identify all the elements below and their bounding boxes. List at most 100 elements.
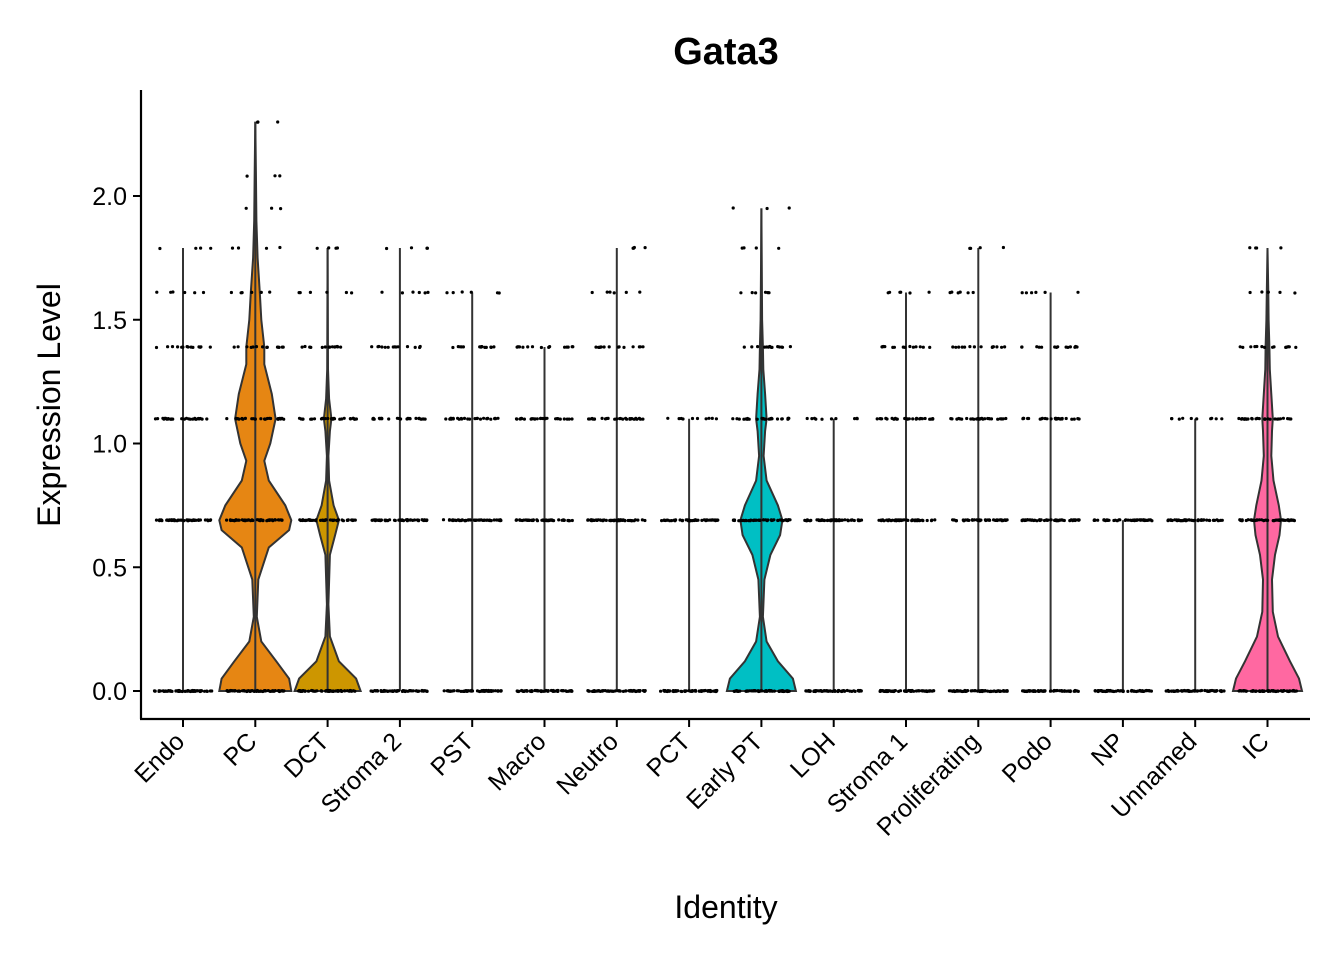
data-point bbox=[995, 345, 999, 349]
data-point bbox=[1077, 518, 1081, 522]
data-point bbox=[992, 518, 996, 522]
x-tick-label: Neutro bbox=[551, 727, 624, 800]
data-point bbox=[1130, 518, 1134, 523]
data-point bbox=[1030, 291, 1034, 295]
data-point bbox=[1218, 689, 1222, 693]
data-point bbox=[833, 689, 837, 693]
data-point bbox=[905, 518, 909, 522]
data-point bbox=[765, 345, 769, 349]
plot-area bbox=[152, 120, 1304, 694]
data-point bbox=[1187, 689, 1191, 693]
data-point bbox=[984, 518, 988, 523]
data-point bbox=[1172, 689, 1176, 694]
data-point bbox=[705, 518, 709, 522]
data-point bbox=[426, 290, 430, 294]
data-point bbox=[556, 688, 560, 693]
data-point bbox=[840, 518, 844, 522]
data-point bbox=[152, 689, 157, 693]
data-point bbox=[499, 689, 503, 693]
data-point bbox=[404, 518, 408, 522]
data-point bbox=[386, 345, 390, 349]
data-point bbox=[484, 345, 488, 349]
data-point bbox=[890, 416, 894, 420]
data-point bbox=[535, 519, 540, 523]
data-point bbox=[1032, 518, 1036, 523]
data-point bbox=[460, 290, 464, 294]
data-point bbox=[495, 518, 499, 522]
data-point bbox=[566, 345, 570, 349]
data-point bbox=[349, 689, 353, 693]
data-point bbox=[451, 291, 455, 295]
data-point bbox=[1196, 689, 1200, 693]
data-point bbox=[166, 345, 170, 349]
data-point bbox=[846, 519, 850, 523]
data-point bbox=[679, 416, 683, 421]
data-point bbox=[240, 416, 244, 421]
data-point bbox=[496, 689, 500, 693]
data-point bbox=[280, 416, 284, 420]
y-tick-label: 2.0 bbox=[92, 183, 127, 211]
data-point bbox=[927, 290, 931, 294]
data-point bbox=[553, 689, 557, 693]
data-point bbox=[820, 518, 824, 523]
data-point bbox=[903, 689, 907, 693]
data-point bbox=[351, 416, 355, 420]
data-point bbox=[968, 345, 972, 349]
data-point bbox=[380, 345, 384, 349]
data-point bbox=[1244, 689, 1248, 693]
data-point bbox=[966, 518, 970, 522]
data-point bbox=[951, 518, 956, 522]
data-point bbox=[765, 689, 769, 694]
data-point bbox=[928, 345, 932, 349]
data-point bbox=[324, 689, 328, 693]
data-point bbox=[534, 689, 539, 693]
data-point bbox=[671, 689, 675, 693]
data-point bbox=[999, 689, 1003, 693]
data-point bbox=[273, 174, 277, 178]
data-point bbox=[737, 519, 741, 523]
jitter-points bbox=[731, 206, 793, 694]
x-tick-label: Podo bbox=[997, 727, 1058, 788]
data-point bbox=[540, 518, 544, 522]
data-point bbox=[401, 689, 405, 693]
data-point bbox=[206, 519, 210, 523]
data-point bbox=[539, 345, 544, 350]
data-point bbox=[1036, 689, 1041, 694]
y-axis-title: Expression Level bbox=[31, 283, 67, 527]
data-point bbox=[254, 345, 259, 349]
data-point bbox=[1073, 518, 1077, 522]
data-point bbox=[159, 518, 164, 522]
data-point bbox=[1056, 345, 1060, 349]
data-point bbox=[829, 519, 833, 523]
data-point bbox=[955, 417, 959, 421]
data-point bbox=[449, 416, 453, 420]
data-point bbox=[1255, 416, 1259, 420]
data-point bbox=[708, 689, 713, 694]
data-point bbox=[205, 417, 209, 421]
data-point bbox=[1024, 291, 1028, 295]
data-point bbox=[973, 689, 977, 693]
data-point bbox=[948, 291, 952, 295]
data-point bbox=[1208, 518, 1212, 523]
data-point bbox=[409, 246, 414, 250]
data-point bbox=[895, 417, 899, 421]
data-point bbox=[776, 518, 780, 523]
data-point bbox=[731, 206, 735, 210]
data-point bbox=[1116, 689, 1120, 693]
data-point bbox=[924, 689, 928, 693]
data-point bbox=[908, 291, 912, 295]
data-point bbox=[1278, 290, 1282, 294]
data-point bbox=[395, 416, 399, 420]
data-point bbox=[1004, 518, 1008, 522]
data-point bbox=[1268, 417, 1272, 421]
data-point bbox=[563, 345, 567, 349]
data-point bbox=[1004, 416, 1008, 421]
data-point bbox=[238, 689, 242, 693]
data-point bbox=[1001, 245, 1006, 250]
data-point bbox=[1028, 689, 1032, 693]
data-point bbox=[338, 417, 342, 421]
data-point bbox=[514, 518, 519, 522]
data-point bbox=[755, 417, 759, 421]
data-point bbox=[158, 246, 162, 251]
data-point bbox=[842, 689, 847, 693]
